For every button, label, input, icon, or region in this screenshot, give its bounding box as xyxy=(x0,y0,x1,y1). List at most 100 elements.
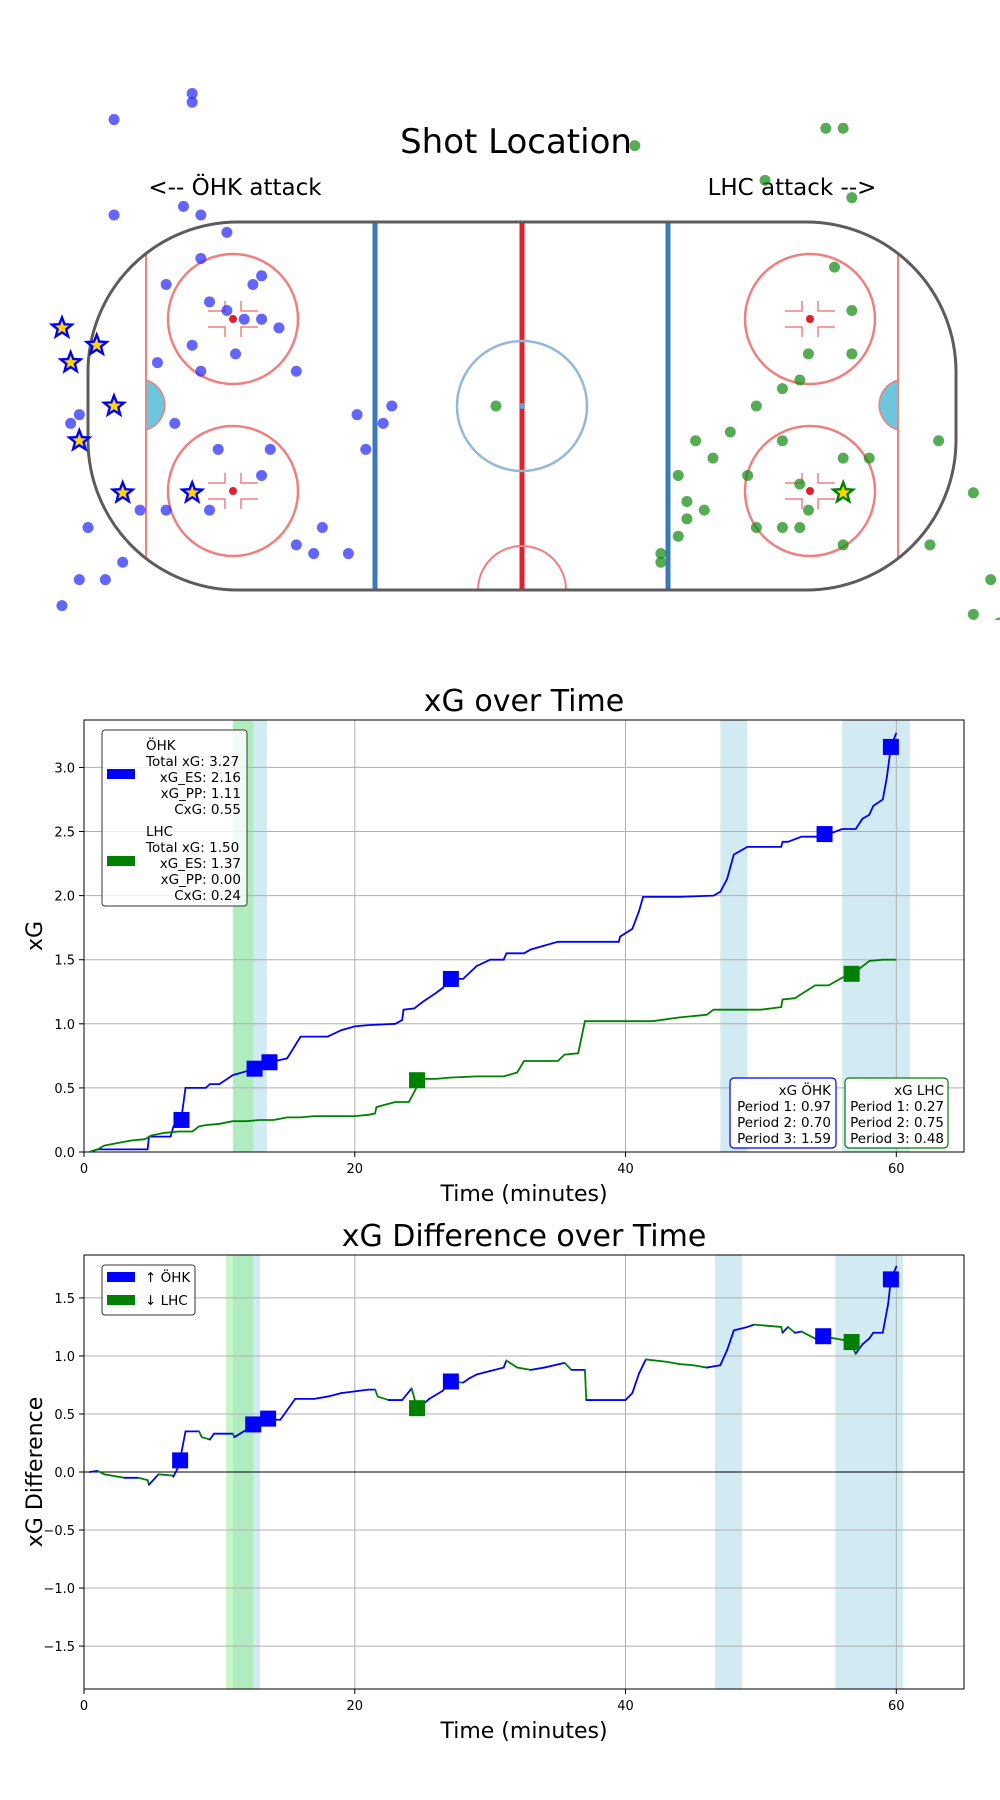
legend-lhc-cxg: CxG: 0.24 xyxy=(174,888,241,904)
diff-segment-lhc xyxy=(376,1395,390,1401)
legend-ohk-total: Total xG: 3.27 xyxy=(145,754,239,770)
diff-segment-ohk xyxy=(489,1366,505,1372)
diff-segment-ohk xyxy=(732,1326,749,1332)
lhc-shot xyxy=(846,192,858,204)
y-tick-label: 2.0 xyxy=(54,890,75,905)
chart-title: xG over Time xyxy=(424,684,624,719)
ohk-shot xyxy=(264,443,276,455)
lhc-shot xyxy=(933,435,945,447)
y-tick-label: 0.0 xyxy=(54,1146,75,1161)
goal-marker-ohk xyxy=(172,1452,189,1469)
goal-marker-lhc xyxy=(409,1400,426,1417)
lhc-shot xyxy=(863,452,875,464)
diff-segment-lhc xyxy=(505,1359,519,1369)
ohk-shot xyxy=(169,417,181,429)
legend-ohk-cxg: CxG: 0.55 xyxy=(174,802,241,818)
diff-segment-ohk xyxy=(148,1473,160,1486)
x-tick-label: 0 xyxy=(80,1699,88,1714)
chart-title: xG Difference over Time xyxy=(342,1219,707,1254)
lhc-shot xyxy=(794,478,806,490)
rink-boards xyxy=(86,220,958,592)
goal-marker-lhc xyxy=(409,1072,426,1089)
lhc-shot xyxy=(776,522,788,534)
diff-segment-ohk xyxy=(468,1373,478,1379)
ohk-shot xyxy=(117,556,129,568)
lhc-shot xyxy=(837,539,849,551)
ohk-shot xyxy=(386,400,398,412)
goal-marker-ohk xyxy=(882,1271,899,1288)
lhc-shot xyxy=(655,548,667,560)
diff-legend-swatch-lhc xyxy=(107,1295,135,1305)
ohk-shot xyxy=(56,600,68,612)
ohk-attack-label: <-- ÖHK attack xyxy=(148,173,322,201)
goal-crease-right xyxy=(878,379,899,431)
hash-marks xyxy=(208,473,258,509)
goal-crease-left xyxy=(145,379,166,431)
goal-marker-ohk xyxy=(261,1054,278,1071)
ohk-shot xyxy=(308,548,320,560)
plot-frame xyxy=(83,719,965,1153)
ohk-goal xyxy=(48,314,76,340)
diff-segment-lhc xyxy=(137,1476,149,1482)
ohk-shot xyxy=(204,504,216,516)
diff-segment-lhc xyxy=(96,1469,106,1476)
ohk-shot xyxy=(195,209,207,221)
diff-legend-swatch-ohk xyxy=(107,1272,135,1282)
x-tick-label: 60 xyxy=(888,1699,905,1714)
lhc-shot xyxy=(802,348,814,360)
legend-lhc-name: LHC xyxy=(146,824,173,840)
ohk-shot xyxy=(186,339,198,351)
lhc-shot xyxy=(672,530,684,542)
goal-marker-ohk xyxy=(442,1373,459,1390)
period-box-ohk xyxy=(729,1077,837,1149)
diff-segment-ohk xyxy=(529,1366,546,1371)
period-ohk-p3: Period 3: 1.59 xyxy=(737,1131,831,1147)
lhc-shot xyxy=(629,140,641,152)
ohk-shot xyxy=(212,443,224,455)
legend-ohk-name: ÖHK xyxy=(146,736,177,754)
goal-marker-ohk xyxy=(245,1416,262,1433)
lhc-shot xyxy=(837,122,849,134)
lhc-shot xyxy=(490,400,502,412)
lhc-shot xyxy=(828,261,840,273)
lhc-shot xyxy=(724,426,736,438)
diff-segment-lhc xyxy=(678,1363,695,1367)
diff-segment-ohk xyxy=(313,1395,329,1400)
diff-segment-ohk xyxy=(868,1331,875,1340)
lhc-shot xyxy=(672,469,684,481)
goal-marker-ohk xyxy=(815,1328,832,1345)
lhc-shot xyxy=(750,522,762,534)
ohk-goal xyxy=(57,348,84,374)
goal-marker-ohk xyxy=(882,738,899,755)
period-lhc-title: xG LHC xyxy=(894,1083,944,1099)
period-boxes: xG ÖHK xG LHC Period 1: 0.97 Period 1: 0.27… xyxy=(729,1077,949,1149)
lhc-shot xyxy=(846,305,858,317)
x-tick-label: 60 xyxy=(888,1162,905,1177)
y-axis-label: xG Difference xyxy=(23,1397,48,1547)
y-tick-label: 1.0 xyxy=(54,1350,75,1365)
rink-markings xyxy=(88,222,956,590)
ohk-shot xyxy=(342,548,354,560)
period-ohk-title: xG ÖHK xyxy=(779,1081,833,1099)
ohk-goal xyxy=(66,426,93,452)
lhc-shot xyxy=(846,348,858,360)
ohk-shot xyxy=(221,226,233,238)
diff-segment-ohk xyxy=(279,1397,297,1421)
period-ohk-p2: Period 2: 0.70 xyxy=(737,1115,831,1131)
ohk-shot xyxy=(360,443,372,455)
lhc-shot xyxy=(820,122,832,134)
ohk-shot xyxy=(273,322,285,334)
y-tick-label: 1.5 xyxy=(54,1292,75,1307)
y-tick-label: −1.0 xyxy=(43,1582,75,1597)
lhc-shot xyxy=(776,383,788,395)
legend-ohk-es: xG_ES: 2.16 xyxy=(160,770,241,786)
xg-over-time-chart: xG over Time 0 20 40 60 0.0 0.5 1.0 1.5 2.0 2.5 3.0… xyxy=(23,684,965,1207)
y-tick-label: 0.0 xyxy=(54,1466,75,1481)
y-tick-label: 2.5 xyxy=(54,826,75,841)
ohk-shot xyxy=(256,270,268,282)
x-axis-label: Time (minutes) xyxy=(439,1182,607,1207)
faceoff-circle xyxy=(743,252,877,386)
period-ohk-p1: Period 1: 0.97 xyxy=(737,1099,831,1115)
diff-segment-ohk xyxy=(638,1358,647,1375)
y-tick-label: −1.5 xyxy=(43,1640,75,1655)
